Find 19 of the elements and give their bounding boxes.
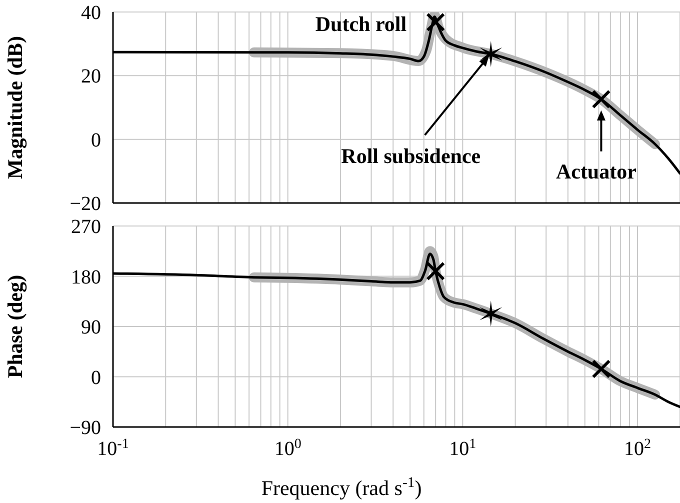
y-tick-label: −20: [70, 193, 101, 215]
x-tick-label: 10$^{2}$: [624, 436, 652, 460]
annotation: Roll subsidence: [341, 144, 481, 168]
x-tick-label: 10$^{0}$: [274, 436, 302, 460]
y-tick-label: 90: [81, 316, 101, 338]
y-axis-title: Phase (deg): [3, 274, 27, 378]
x-tick-label: 10$^{1}$: [449, 436, 476, 460]
y-tick-label: 270: [71, 216, 101, 238]
x-tick-label: 10$^{-1}$: [97, 436, 129, 460]
y-tick-label: 180: [71, 266, 101, 288]
y-tick-label: 0: [91, 129, 101, 152]
y-tick-label: 40: [81, 2, 101, 24]
annotation: Actuator: [556, 159, 636, 184]
annotation: Dutch roll: [315, 12, 407, 36]
y-tick-label: 20: [81, 66, 101, 88]
y-tick-label: 0: [91, 366, 101, 389]
y-tick-label: −90: [70, 417, 101, 439]
x-axis-title: Frequency (rad s$^{-1}$): [261, 475, 422, 500]
y-axis-title: Magnitude (dB): [3, 36, 27, 179]
